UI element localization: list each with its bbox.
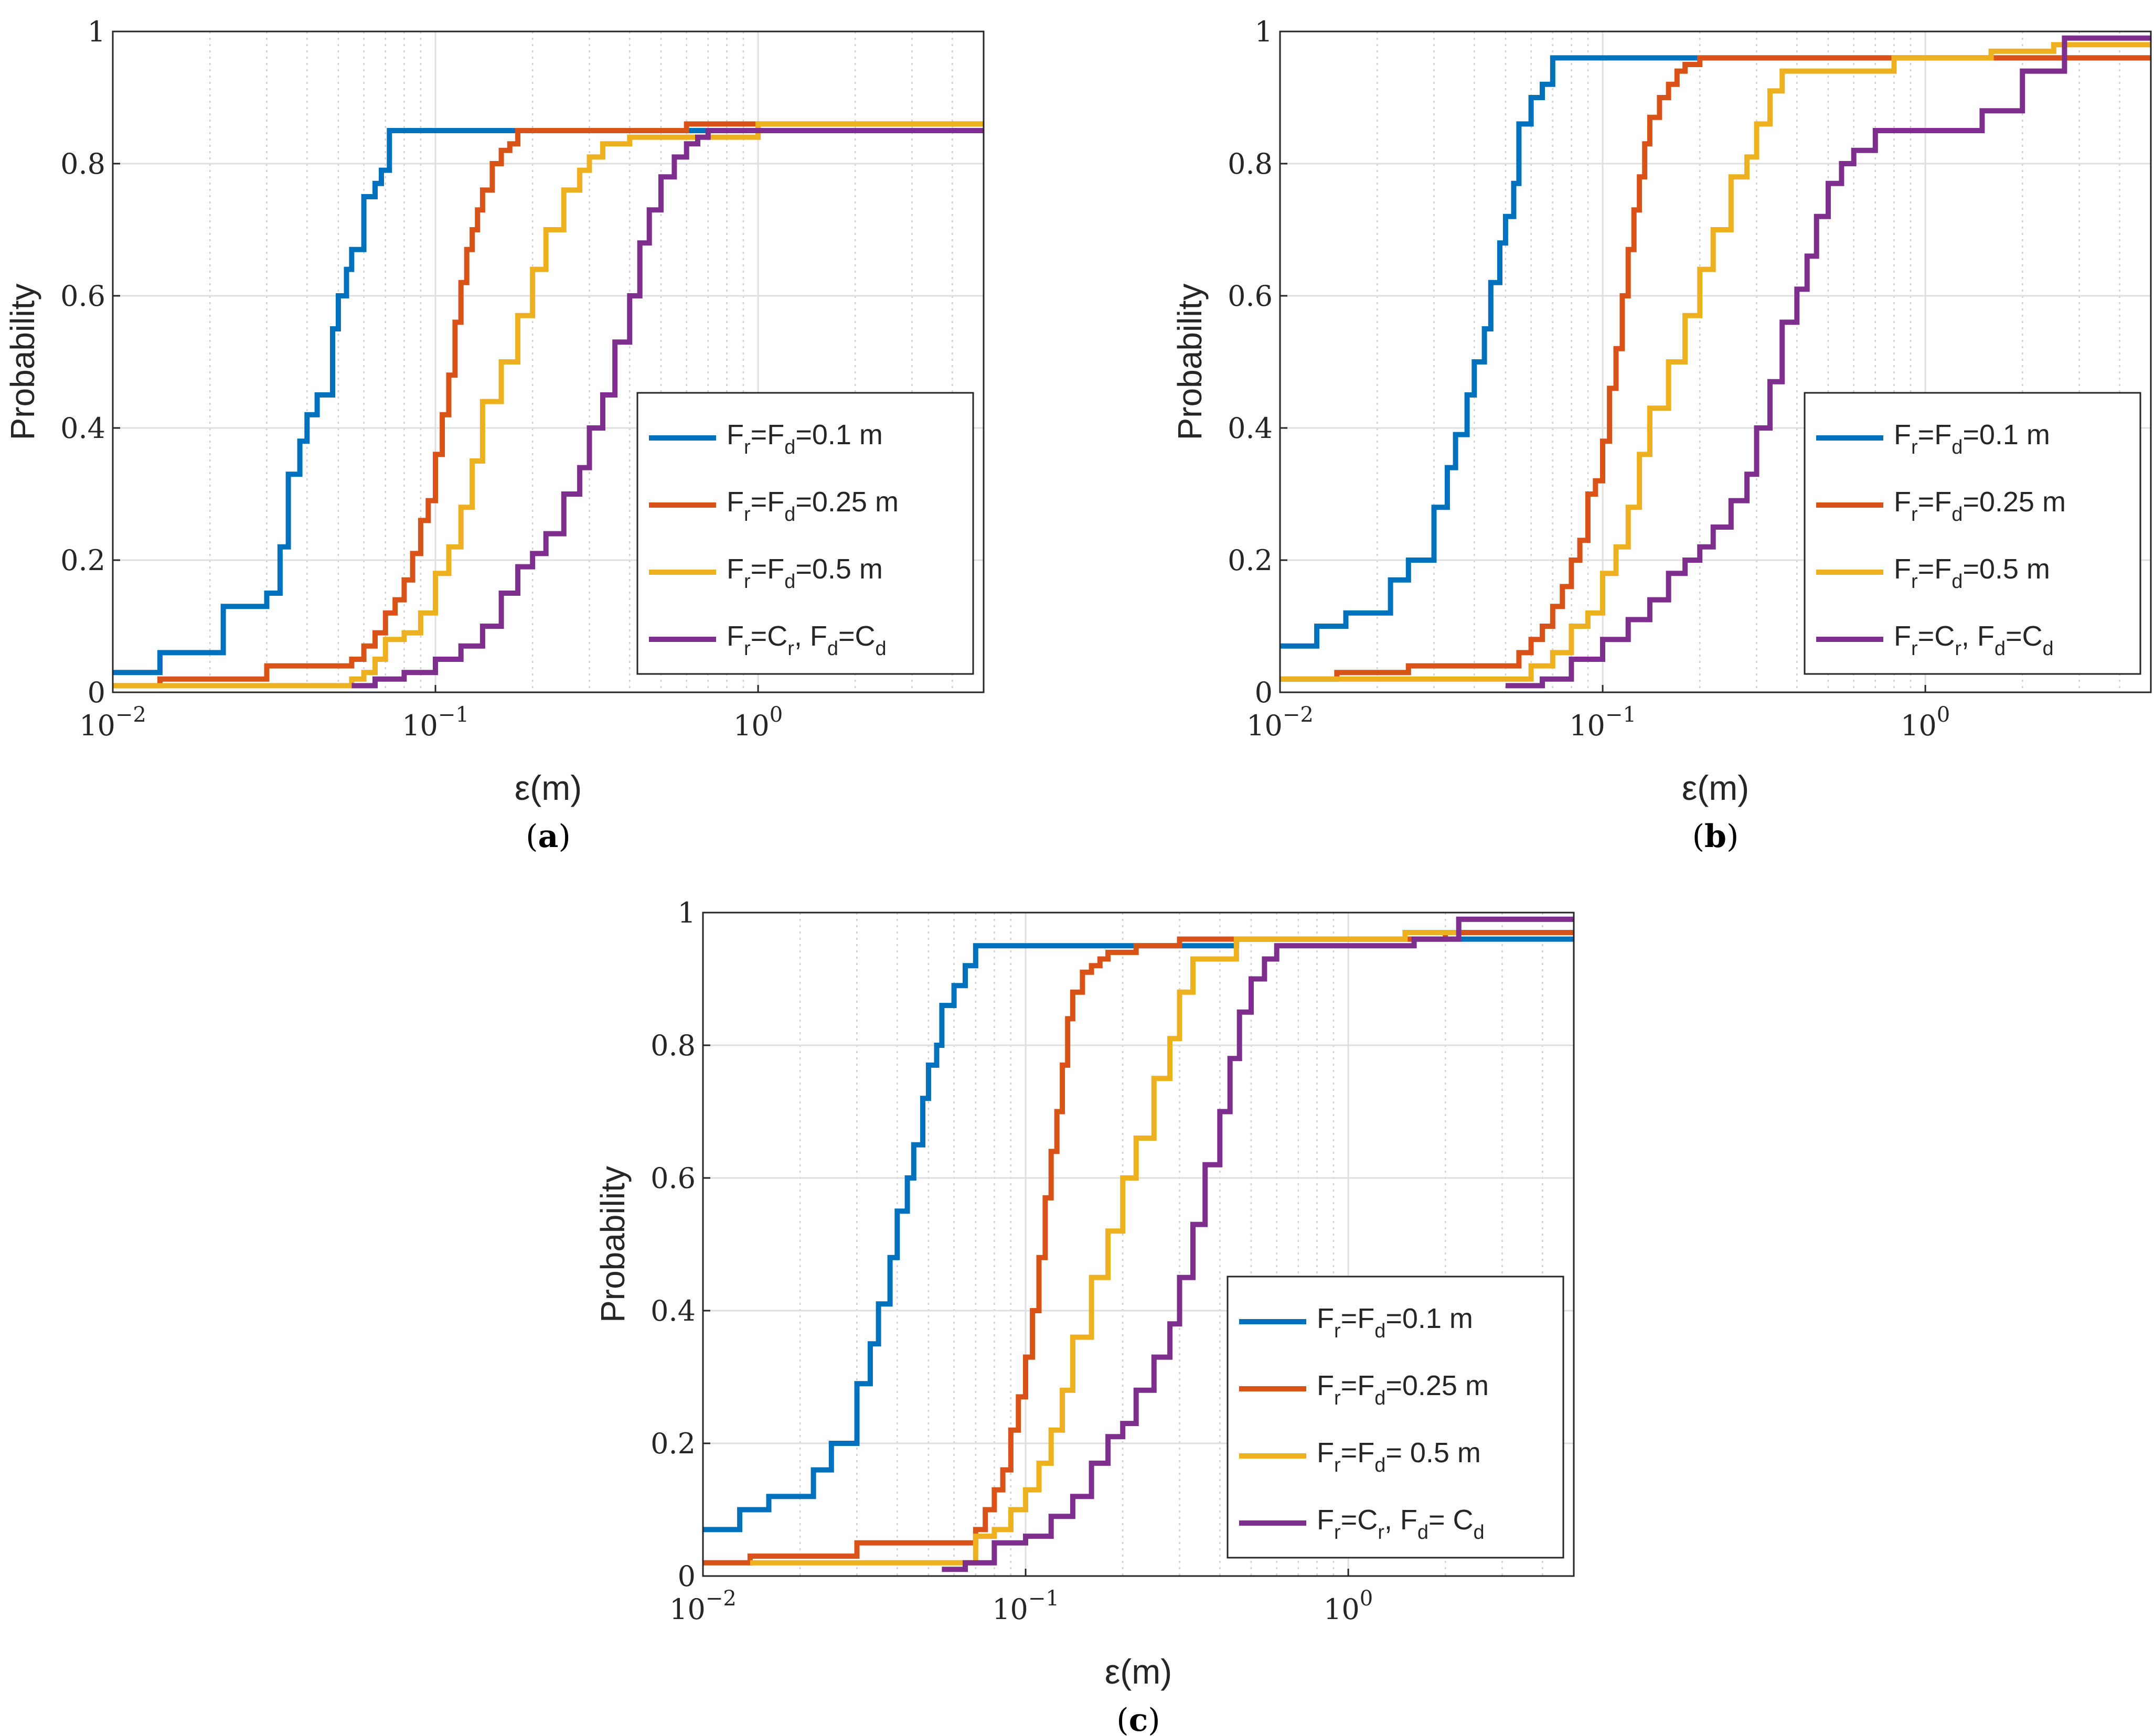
series-line-3 — [1280, 42, 2151, 682]
chart-panel-c: 0 0.2 0.4 0.6 0.8 1 10−2 10−1 100 Probability ε(m)… — [594, 896, 1575, 1736]
y-tick-label: 0.8 — [1228, 147, 1273, 180]
axes-box — [702, 912, 1575, 1577]
legend-entry-1: Fr=Fd=0.1 m — [1317, 1303, 1473, 1342]
x-axis-label: ε(m) — [515, 768, 582, 807]
y-tick-label: 0.8 — [60, 147, 105, 180]
y-tick-label: 1 — [678, 896, 696, 929]
legend-entry-4: Fr=Cr, Fd=Cd — [727, 620, 887, 660]
x-axis-label: ε(m) — [1105, 1652, 1172, 1691]
series-line-2 — [113, 121, 984, 689]
panel-caption: (b) — [1692, 818, 1739, 855]
x-tick-label: 100 — [1324, 1587, 1373, 1626]
legend-entry-2: Fr=Fd=0.25 m — [1317, 1370, 1489, 1409]
y-tick-label: 0.6 — [60, 280, 105, 313]
legend-entry-4: Fr=Cr, Fd=Cd — [1894, 620, 2054, 660]
y-tick-label: 0 — [1255, 676, 1273, 709]
x-tick-label: 10−2 — [1246, 703, 1314, 742]
x-axis-label: ε(m) — [1682, 768, 1749, 807]
panel-caption: (a) — [526, 818, 571, 855]
series-line-4 — [942, 916, 1574, 1572]
legend-entry-1: Fr=Fd=0.1 m — [727, 419, 883, 458]
series-line-1 — [1280, 55, 2151, 649]
legend: Fr=Fd=0.1 m Fr=Fd=0.25 m Fr=Fd= 0.5 m Fr=Cr… — [1227, 1276, 1564, 1559]
y-tick-label: 0.6 — [651, 1162, 696, 1195]
axes-box — [112, 30, 985, 693]
x-tick-label: 10−2 — [79, 703, 146, 742]
y-tick-label: 0.8 — [651, 1029, 696, 1062]
x-tick-label: 100 — [1901, 703, 1950, 742]
series-line-2 — [703, 930, 1574, 1566]
series-line-1 — [113, 128, 984, 676]
y-tick-label: 0.2 — [1228, 544, 1273, 577]
series-line-3 — [113, 121, 984, 689]
legend-entry-1: Fr=Fd=0.1 m — [1894, 419, 2050, 458]
y-tick-label: 0.4 — [60, 412, 105, 445]
legend-entry-2: Fr=Fd=0.25 m — [727, 486, 899, 526]
x-tick-label: 100 — [733, 703, 783, 742]
legend-entry-2: Fr=Fd=0.25 m — [1894, 486, 2066, 526]
y-axis-label: Probability — [4, 284, 41, 441]
y-tick-label: 0.2 — [651, 1427, 696, 1460]
panel-caption: (c) — [1116, 1702, 1160, 1736]
series-line-3 — [750, 916, 1574, 1566]
legend-entry-4: Fr=Cr, Fd= Cd — [1317, 1504, 1485, 1544]
y-tick-label: 0 — [678, 1560, 696, 1593]
x-tick-label: 10−1 — [402, 703, 469, 742]
series-line-4 — [351, 128, 984, 689]
chart-panel-b: 0 0.2 0.4 0.6 0.8 1 10−2 10−1 100 Probability ε(m)… — [1171, 15, 2152, 855]
y-tick-label: 1 — [1255, 15, 1273, 48]
y-axis-label: Probability — [1171, 284, 1209, 441]
x-tick-label: 10−2 — [669, 1587, 737, 1626]
legend-entry-3: Fr=Fd=0.5 m — [727, 553, 883, 593]
series-line-2 — [1280, 55, 2151, 682]
y-tick-label: 0.4 — [1228, 412, 1273, 445]
y-tick-label: 0.2 — [60, 544, 105, 577]
x-tick-label: 10−1 — [992, 1587, 1059, 1626]
legend: Fr=Fd=0.1 m Fr=Fd=0.25 m Fr=Fd=0.5 m Fr=Cr,… — [636, 392, 974, 675]
legend: Fr=Fd=0.1 m Fr=Fd=0.25 m Fr=Fd=0.5 m Fr=Cr,… — [1804, 392, 2141, 675]
chart-panel-a: 0 0.2 0.4 0.6 0.8 1 10−2 10−1 100 Probability ε(m)… — [4, 15, 985, 855]
legend-entry-3: Fr=Fd=0.5 m — [1894, 553, 2050, 593]
y-tick-label: 1 — [88, 15, 105, 48]
axes-box — [1279, 30, 2152, 693]
y-tick-label: 0.4 — [651, 1294, 696, 1327]
legend-entry-3: Fr=Fd= 0.5 m — [1317, 1437, 1481, 1476]
series-line-1 — [703, 936, 1574, 1533]
y-tick-label: 0 — [88, 676, 105, 709]
y-tick-label: 0.6 — [1228, 280, 1273, 313]
series-line-4 — [1505, 35, 2151, 689]
y-axis-label: Probability — [594, 1166, 632, 1323]
x-tick-label: 10−1 — [1569, 703, 1636, 742]
